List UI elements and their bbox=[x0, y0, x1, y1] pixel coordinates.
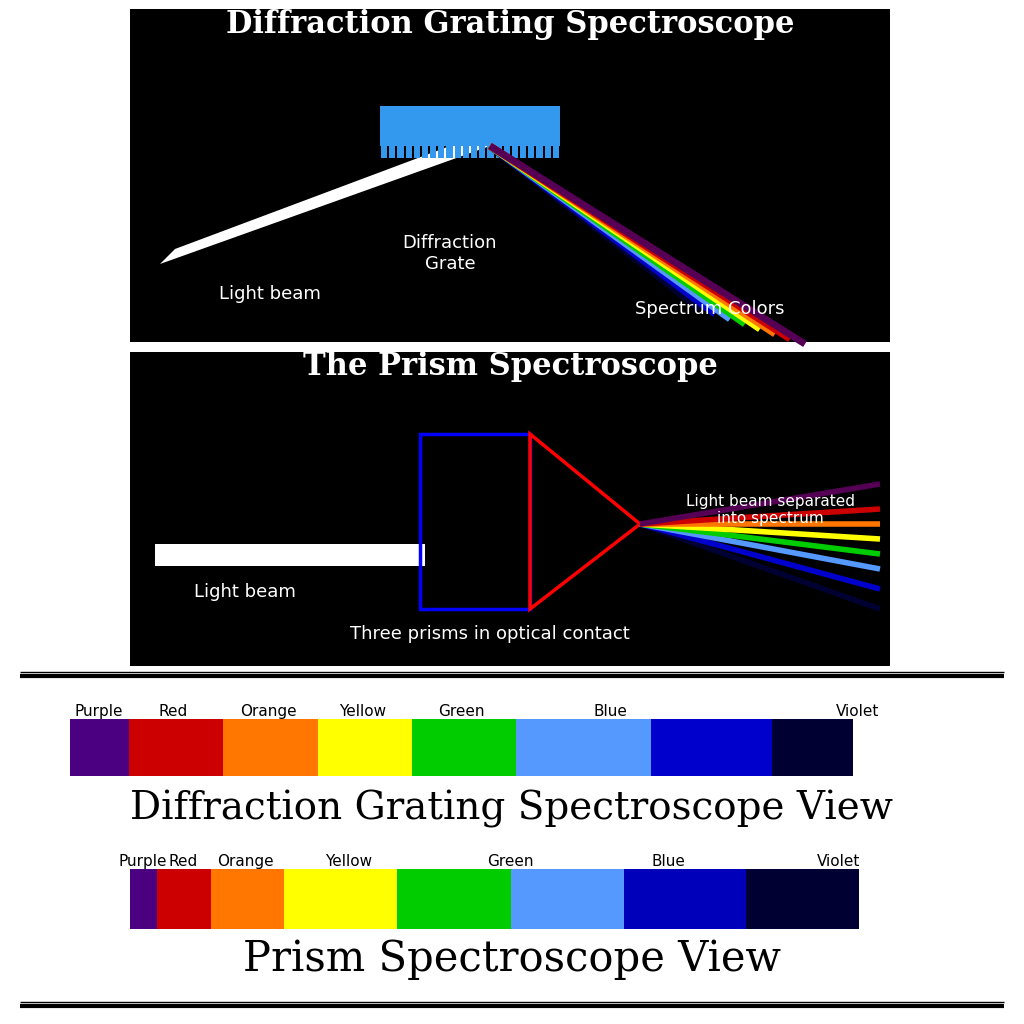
Bar bbox=[422, 146, 428, 158]
Bar bbox=[504, 146, 510, 158]
Text: Blue: Blue bbox=[651, 854, 686, 869]
Text: Red: Red bbox=[169, 854, 198, 869]
Bar bbox=[553, 146, 559, 158]
Bar bbox=[624, 869, 745, 929]
Bar bbox=[471, 146, 477, 158]
Bar bbox=[520, 146, 526, 158]
Bar bbox=[420, 434, 530, 609]
Text: Red: Red bbox=[159, 705, 188, 719]
Bar bbox=[155, 544, 425, 566]
Bar bbox=[545, 146, 551, 158]
Bar bbox=[406, 146, 412, 158]
Text: Light beam: Light beam bbox=[219, 285, 321, 303]
Text: Violet: Violet bbox=[836, 705, 880, 719]
Bar bbox=[70, 719, 128, 776]
Bar bbox=[537, 146, 543, 158]
Bar bbox=[414, 146, 420, 158]
Bar bbox=[515, 719, 650, 776]
Bar bbox=[487, 146, 494, 158]
Bar bbox=[397, 869, 511, 929]
Text: Purple: Purple bbox=[119, 854, 167, 869]
Bar bbox=[130, 869, 157, 929]
Text: Light beam: Light beam bbox=[195, 583, 296, 601]
Bar bbox=[438, 146, 444, 158]
Bar bbox=[381, 146, 387, 158]
Text: Yellow: Yellow bbox=[326, 854, 373, 869]
Text: Prism Spectroscope View: Prism Spectroscope View bbox=[243, 938, 781, 980]
Text: Violet: Violet bbox=[817, 854, 860, 869]
Text: Orange: Orange bbox=[217, 854, 274, 869]
Bar bbox=[446, 146, 453, 158]
Text: Orange: Orange bbox=[240, 705, 296, 719]
Bar bbox=[380, 106, 560, 146]
Bar bbox=[650, 719, 772, 776]
Bar bbox=[430, 146, 436, 158]
Text: Green: Green bbox=[438, 705, 484, 719]
Polygon shape bbox=[160, 131, 490, 264]
Bar bbox=[745, 869, 859, 929]
Text: Green: Green bbox=[487, 854, 534, 869]
Bar bbox=[496, 146, 502, 158]
Bar bbox=[317, 719, 412, 776]
Bar bbox=[772, 719, 853, 776]
Bar bbox=[130, 352, 890, 666]
Text: Light beam separated
into spectrum: Light beam separated into spectrum bbox=[685, 494, 854, 526]
Bar bbox=[412, 719, 515, 776]
Bar bbox=[512, 146, 518, 158]
Bar bbox=[528, 146, 535, 158]
Text: Blue: Blue bbox=[593, 705, 627, 719]
Text: Diffraction Grating Spectroscope View: Diffraction Grating Spectroscope View bbox=[130, 790, 894, 828]
Text: Diffraction
Grate: Diffraction Grate bbox=[402, 234, 498, 272]
Bar bbox=[511, 869, 624, 929]
Bar bbox=[455, 146, 461, 158]
Bar bbox=[157, 869, 211, 929]
Bar bbox=[397, 146, 403, 158]
Text: Three prisms in optical contact: Three prisms in optical contact bbox=[350, 625, 630, 643]
Bar bbox=[128, 719, 223, 776]
Bar bbox=[479, 146, 485, 158]
Text: Purple: Purple bbox=[75, 705, 123, 719]
Bar bbox=[223, 719, 317, 776]
Text: The Prism Spectroscope: The Prism Spectroscope bbox=[302, 350, 718, 382]
Text: Diffraction Grating Spectroscope: Diffraction Grating Spectroscope bbox=[225, 8, 795, 40]
Text: Spectrum Colors: Spectrum Colors bbox=[635, 300, 784, 318]
Bar bbox=[284, 869, 397, 929]
Bar bbox=[211, 869, 284, 929]
Bar bbox=[130, 9, 890, 342]
Bar bbox=[389, 146, 395, 158]
Bar bbox=[463, 146, 469, 158]
Text: Yellow: Yellow bbox=[339, 705, 386, 719]
